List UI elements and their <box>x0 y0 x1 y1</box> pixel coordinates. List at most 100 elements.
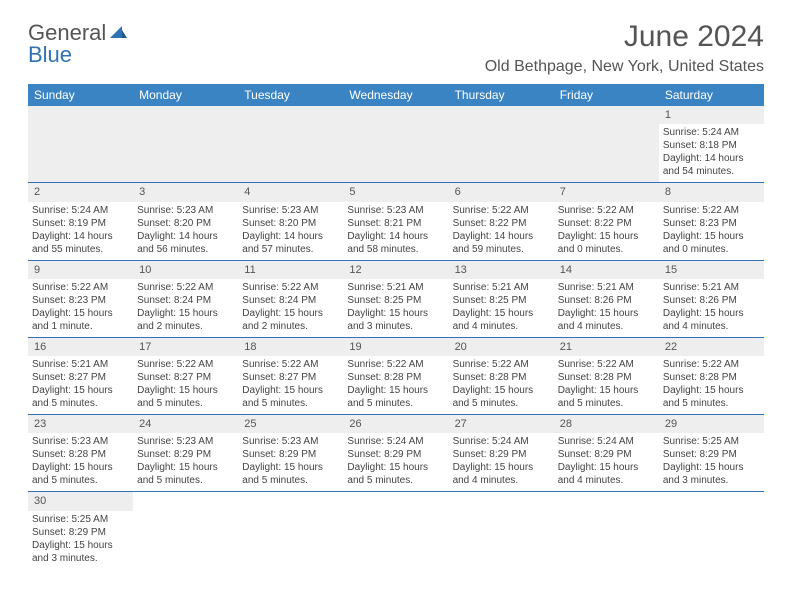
day-info: Sunrise: 5:23 AMSunset: 8:28 PMDaylight:… <box>32 435 129 487</box>
day-info: Sunrise: 5:23 AMSunset: 8:29 PMDaylight:… <box>242 435 339 487</box>
day-number: 24 <box>133 415 238 433</box>
calendar-cell <box>449 106 554 183</box>
day-number: 11 <box>238 261 343 279</box>
sunrise-text: Sunrise: 5:22 AM <box>242 358 339 371</box>
logo-sail-icon <box>108 24 128 40</box>
calendar-cell: 17Sunrise: 5:22 AMSunset: 8:27 PMDayligh… <box>133 337 238 414</box>
calendar-cell <box>28 106 133 183</box>
daylight-text: Daylight: 15 hours and 5 minutes. <box>242 384 339 410</box>
day-info: Sunrise: 5:22 AMSunset: 8:23 PMDaylight:… <box>32 281 129 333</box>
header: General June 2024 Old Bethpage, New York… <box>28 20 764 76</box>
day-number: 1 <box>659 106 764 124</box>
sunrise-text: Sunrise: 5:25 AM <box>663 435 760 448</box>
day-number: 12 <box>343 261 448 279</box>
daylight-text: Daylight: 14 hours and 55 minutes. <box>32 230 129 256</box>
daylight-text: Daylight: 15 hours and 5 minutes. <box>347 461 444 487</box>
calendar-cell: 13Sunrise: 5:21 AMSunset: 8:25 PMDayligh… <box>449 260 554 337</box>
calendar-week-row: 9Sunrise: 5:22 AMSunset: 8:23 PMDaylight… <box>28 260 764 337</box>
sunrise-text: Sunrise: 5:22 AM <box>663 358 760 371</box>
daylight-text: Daylight: 15 hours and 5 minutes. <box>32 461 129 487</box>
day-info: Sunrise: 5:22 AMSunset: 8:22 PMDaylight:… <box>558 204 655 256</box>
sunrise-text: Sunrise: 5:24 AM <box>347 435 444 448</box>
calendar-cell: 10Sunrise: 5:22 AMSunset: 8:24 PMDayligh… <box>133 260 238 337</box>
daylight-text: Daylight: 15 hours and 0 minutes. <box>558 230 655 256</box>
location-text: Old Bethpage, New York, United States <box>485 58 764 76</box>
calendar-cell: 18Sunrise: 5:22 AMSunset: 8:27 PMDayligh… <box>238 337 343 414</box>
sunrise-text: Sunrise: 5:23 AM <box>137 204 234 217</box>
day-number: 21 <box>554 338 659 356</box>
sunset-text: Sunset: 8:28 PM <box>453 371 550 384</box>
sunrise-text: Sunrise: 5:21 AM <box>32 358 129 371</box>
day-number: 27 <box>449 415 554 433</box>
sunset-text: Sunset: 8:29 PM <box>663 448 760 461</box>
day-info: Sunrise: 5:22 AMSunset: 8:22 PMDaylight:… <box>453 204 550 256</box>
calendar-week-row: 30Sunrise: 5:25 AMSunset: 8:29 PMDayligh… <box>28 492 764 569</box>
calendar-cell: 1Sunrise: 5:24 AMSunset: 8:18 PMDaylight… <box>659 106 764 183</box>
day-number: 22 <box>659 338 764 356</box>
sunset-text: Sunset: 8:29 PM <box>242 448 339 461</box>
sunrise-text: Sunrise: 5:21 AM <box>663 281 760 294</box>
calendar-cell: 23Sunrise: 5:23 AMSunset: 8:28 PMDayligh… <box>28 415 133 492</box>
sunset-text: Sunset: 8:23 PM <box>663 217 760 230</box>
sunset-text: Sunset: 8:23 PM <box>32 294 129 307</box>
sunrise-text: Sunrise: 5:22 AM <box>558 204 655 217</box>
sunrise-text: Sunrise: 5:24 AM <box>453 435 550 448</box>
calendar-week-row: 16Sunrise: 5:21 AMSunset: 8:27 PMDayligh… <box>28 337 764 414</box>
day-info: Sunrise: 5:21 AMSunset: 8:27 PMDaylight:… <box>32 358 129 410</box>
day-number: 16 <box>28 338 133 356</box>
weekday-header: Thursday <box>449 84 554 106</box>
daylight-text: Daylight: 15 hours and 4 minutes. <box>558 307 655 333</box>
daylight-text: Daylight: 15 hours and 4 minutes. <box>558 461 655 487</box>
day-info: Sunrise: 5:24 AMSunset: 8:29 PMDaylight:… <box>453 435 550 487</box>
day-info: Sunrise: 5:22 AMSunset: 8:27 PMDaylight:… <box>137 358 234 410</box>
daylight-text: Daylight: 15 hours and 3 minutes. <box>663 461 760 487</box>
calendar-cell: 24Sunrise: 5:23 AMSunset: 8:29 PMDayligh… <box>133 415 238 492</box>
sunset-text: Sunset: 8:28 PM <box>347 371 444 384</box>
day-number: 5 <box>343 183 448 201</box>
sunset-text: Sunset: 8:27 PM <box>242 371 339 384</box>
calendar-cell <box>449 492 554 569</box>
day-number: 28 <box>554 415 659 433</box>
calendar-cell: 2Sunrise: 5:24 AMSunset: 8:19 PMDaylight… <box>28 183 133 260</box>
day-info: Sunrise: 5:23 AMSunset: 8:20 PMDaylight:… <box>137 204 234 256</box>
day-info: Sunrise: 5:22 AMSunset: 8:28 PMDaylight:… <box>347 358 444 410</box>
sunset-text: Sunset: 8:25 PM <box>453 294 550 307</box>
calendar-cell: 26Sunrise: 5:24 AMSunset: 8:29 PMDayligh… <box>343 415 448 492</box>
weekday-header-row: Sunday Monday Tuesday Wednesday Thursday… <box>28 84 764 106</box>
sunset-text: Sunset: 8:29 PM <box>32 526 129 539</box>
calendar-cell: 22Sunrise: 5:22 AMSunset: 8:28 PMDayligh… <box>659 337 764 414</box>
month-title: June 2024 <box>485 20 764 54</box>
sunrise-text: Sunrise: 5:25 AM <box>32 513 129 526</box>
sunset-text: Sunset: 8:29 PM <box>453 448 550 461</box>
calendar-cell: 21Sunrise: 5:22 AMSunset: 8:28 PMDayligh… <box>554 337 659 414</box>
weekday-header: Tuesday <box>238 84 343 106</box>
day-number: 2 <box>28 183 133 201</box>
sunrise-text: Sunrise: 5:22 AM <box>453 204 550 217</box>
weekday-header: Sunday <box>28 84 133 106</box>
daylight-text: Daylight: 15 hours and 0 minutes. <box>663 230 760 256</box>
day-number: 19 <box>343 338 448 356</box>
day-info: Sunrise: 5:22 AMSunset: 8:23 PMDaylight:… <box>663 204 760 256</box>
sunrise-text: Sunrise: 5:22 AM <box>137 281 234 294</box>
calendar-cell <box>554 106 659 183</box>
daylight-text: Daylight: 15 hours and 4 minutes. <box>453 461 550 487</box>
daylight-text: Daylight: 14 hours and 59 minutes. <box>453 230 550 256</box>
day-number: 6 <box>449 183 554 201</box>
calendar-cell: 29Sunrise: 5:25 AMSunset: 8:29 PMDayligh… <box>659 415 764 492</box>
sunset-text: Sunset: 8:28 PM <box>558 371 655 384</box>
calendar-table: Sunday Monday Tuesday Wednesday Thursday… <box>28 84 764 569</box>
sunset-text: Sunset: 8:24 PM <box>242 294 339 307</box>
sunrise-text: Sunrise: 5:22 AM <box>663 204 760 217</box>
daylight-text: Daylight: 15 hours and 3 minutes. <box>32 539 129 565</box>
sunrise-text: Sunrise: 5:23 AM <box>242 435 339 448</box>
calendar-cell <box>343 106 448 183</box>
sunset-text: Sunset: 8:26 PM <box>558 294 655 307</box>
daylight-text: Daylight: 14 hours and 58 minutes. <box>347 230 444 256</box>
sunset-text: Sunset: 8:24 PM <box>137 294 234 307</box>
sunset-text: Sunset: 8:29 PM <box>347 448 444 461</box>
calendar-cell: 5Sunrise: 5:23 AMSunset: 8:21 PMDaylight… <box>343 183 448 260</box>
daylight-text: Daylight: 15 hours and 2 minutes. <box>137 307 234 333</box>
day-number: 9 <box>28 261 133 279</box>
calendar-cell <box>238 492 343 569</box>
sunrise-text: Sunrise: 5:24 AM <box>558 435 655 448</box>
